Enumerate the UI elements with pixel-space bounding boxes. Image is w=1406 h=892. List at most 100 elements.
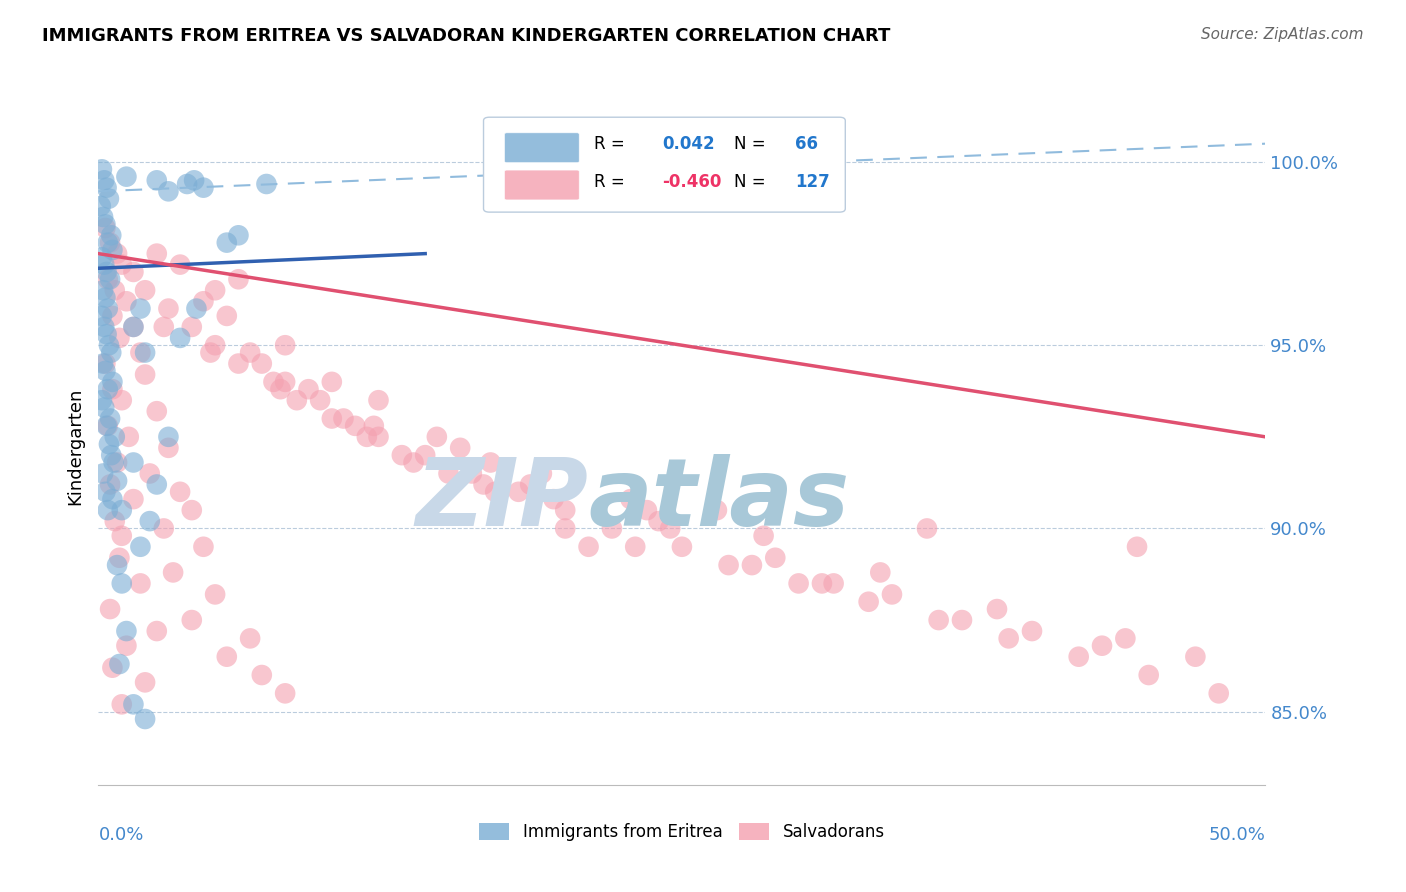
Point: [228, 357, 250, 371]
Point: [200, 345, 222, 359]
Point: [134, 283, 156, 297]
Point: [98, 602, 121, 616]
Point: [162, 566, 184, 580]
Point: [1126, 540, 1149, 554]
Point: [93, 319, 115, 334]
Point: [90, 393, 112, 408]
Point: [100, 228, 122, 243]
Point: [91, 210, 114, 224]
Point: [543, 492, 565, 507]
Text: R =: R =: [595, 136, 630, 153]
Point: [97, 272, 120, 286]
Point: [129, 345, 152, 359]
Point: [101, 661, 124, 675]
Point: [146, 246, 169, 260]
Point: [461, 467, 484, 481]
Point: [624, 540, 647, 554]
Point: [146, 477, 169, 491]
Point: [915, 521, 938, 535]
Text: Source: ZipAtlas.com: Source: ZipAtlas.com: [1201, 27, 1364, 42]
Point: [93, 173, 115, 187]
Point: [356, 430, 378, 444]
Point: [554, 503, 576, 517]
Point: [297, 382, 319, 396]
Point: [402, 455, 425, 469]
Point: [146, 404, 169, 418]
Point: [129, 540, 152, 554]
Point: [103, 455, 125, 469]
Point: [139, 514, 162, 528]
Point: [98, 477, 121, 491]
Point: [96, 180, 118, 194]
Point: [1137, 668, 1160, 682]
Point: [647, 514, 669, 528]
Point: [180, 319, 202, 334]
Point: [519, 477, 541, 491]
Text: atlas: atlas: [589, 454, 849, 546]
Point: [90, 199, 112, 213]
Point: [157, 430, 180, 444]
Point: [344, 418, 367, 433]
Point: [250, 357, 273, 371]
Point: [1114, 632, 1136, 646]
Point: [169, 258, 191, 272]
Point: [437, 467, 460, 481]
Point: [90, 162, 112, 177]
Point: [250, 668, 273, 682]
Point: [274, 686, 297, 700]
Text: R =: R =: [595, 173, 630, 191]
Point: [134, 368, 156, 382]
Point: [134, 345, 156, 359]
Point: [706, 503, 728, 517]
Point: [636, 503, 658, 517]
Point: [93, 258, 115, 272]
Point: [97, 235, 120, 250]
Text: -0.460: -0.460: [662, 173, 721, 191]
Point: [508, 484, 530, 499]
Point: [100, 448, 122, 462]
Point: [105, 474, 128, 488]
Text: N =: N =: [734, 173, 772, 191]
Point: [1021, 624, 1043, 638]
Point: [472, 477, 495, 491]
Point: [239, 632, 262, 646]
Point: [111, 393, 134, 408]
Point: [94, 291, 117, 305]
Point: [186, 301, 208, 316]
Point: [98, 411, 121, 425]
Point: [97, 338, 120, 352]
Point: [96, 418, 118, 433]
Point: [157, 301, 180, 316]
Point: [671, 540, 693, 554]
Point: [104, 514, 127, 528]
Point: [101, 382, 124, 396]
Point: [98, 272, 121, 286]
Point: [823, 576, 845, 591]
Point: [367, 393, 389, 408]
Point: [111, 529, 134, 543]
Point: [1184, 649, 1206, 664]
Point: [105, 455, 128, 469]
Point: [111, 698, 134, 712]
Point: [118, 430, 141, 444]
Point: [309, 393, 332, 408]
Legend: Immigrants from Eritrea, Salvadorans: Immigrants from Eritrea, Salvadorans: [472, 816, 891, 847]
Point: [950, 613, 973, 627]
Point: [741, 558, 763, 573]
Point: [91, 283, 114, 297]
Point: [479, 455, 502, 469]
Point: [111, 576, 134, 591]
Point: [484, 484, 506, 499]
Point: [129, 576, 152, 591]
Text: ZIP: ZIP: [416, 454, 589, 546]
Point: [180, 503, 202, 517]
Point: [104, 283, 127, 297]
FancyBboxPatch shape: [505, 133, 579, 162]
Point: [204, 587, 226, 601]
Point: [122, 319, 145, 334]
Point: [115, 169, 138, 184]
Point: [96, 265, 118, 279]
Text: 127: 127: [796, 173, 830, 191]
Point: [98, 235, 121, 250]
Point: [91, 467, 114, 481]
